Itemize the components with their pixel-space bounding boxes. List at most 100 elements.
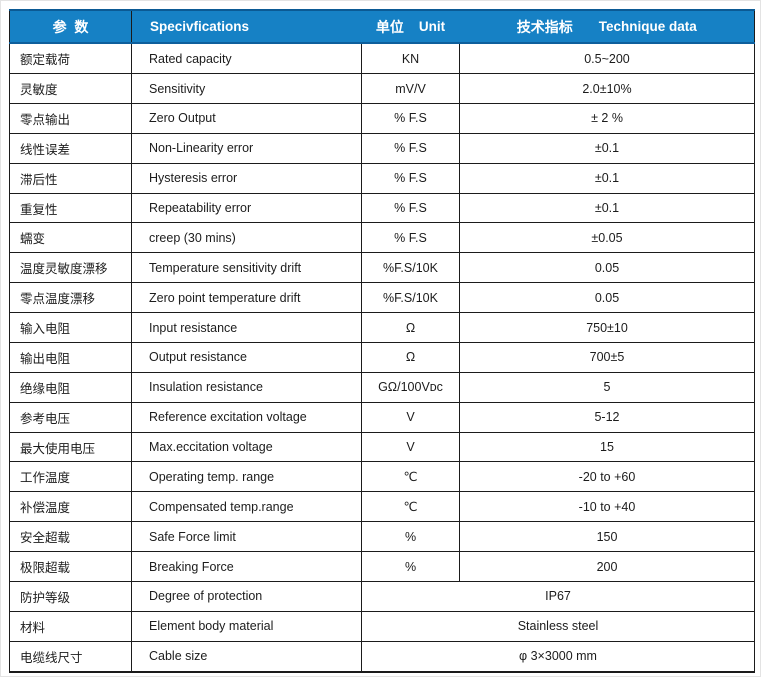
table-row: 线性误差 Non-Linearity error% F.S ±0.1 (9, 132, 755, 164)
header-row: 参 数 Specivfications 单位 Unit 技术指标 Techniq… (9, 9, 755, 44)
table-row: 额定载荷 Rated capacity KN 0.5~200 (9, 42, 755, 75)
spec-en-cell: Sensitivity (131, 73, 362, 104)
spec-en-cell: Zero point temperature drift (131, 282, 362, 314)
unit-cell: % (361, 551, 460, 582)
value-cell: 0.05 (459, 252, 755, 284)
table-row: 电缆线尺寸 Cable size φ 3×3000 mm (9, 640, 755, 673)
spec-en-cell: Insulation resistance (131, 371, 362, 403)
value-cell: 700±5 (459, 341, 755, 373)
value-cell: 2.0±10% (459, 73, 755, 104)
table-row: 输出电阻 Output resistance Ω 700±5 (9, 341, 755, 373)
unit-cell: Ω (361, 341, 460, 373)
header-unit: 单位 Unit (361, 9, 460, 44)
value-cell: 200 (459, 551, 755, 582)
value-cell: ±0.1 (459, 162, 755, 194)
spec-en-cell: Output resistance (131, 341, 362, 373)
param-cn-cell: 安全超载 (9, 521, 132, 553)
value-cell: 0.5~200 (459, 42, 755, 75)
header-specifications-label: Specivfications (150, 19, 250, 34)
table-row: 绝缘电阻 Insulation resistance GΩ/100Vᴅᴄ 5 (9, 371, 755, 403)
table-row: 工作温度 Operating temp. range ℃ -20 to +60 (9, 461, 755, 493)
value-cell: 15 (459, 431, 755, 463)
header-tech-cn: 技术指标 (516, 18, 573, 35)
value-cell: 0.05 (459, 282, 755, 314)
param-cn-cell: 零点输出 (9, 102, 132, 134)
header-technique-data: 技术指标 Technique data (459, 9, 755, 44)
unit-cell: mV/V (361, 73, 460, 104)
spec-en-cell: creep (30 mins) (131, 222, 362, 254)
table-row: 重复性 Repeatability error% F.S ±0.1 (9, 192, 755, 224)
param-cn-cell: 灵敏度 (9, 73, 132, 104)
spec-en-cell: Non-Linearity error (131, 132, 362, 164)
header-specifications: Specivfications (131, 9, 362, 44)
table-row: 零点输出 Zero Output% F.S ± 2 % (9, 102, 755, 134)
param-cn-cell: 滞后性 (9, 162, 132, 194)
table-body: 额定载荷 Rated capacity KN 0.5~200 灵敏度 Sensitivit… (9, 42, 755, 673)
table-row: 最大使用电压 Max.eccitation voltage V 15 (9, 431, 755, 463)
unit-cell: % F.S (361, 192, 460, 224)
spec-en-cell: Element body material (131, 610, 362, 642)
unit-cell: KN (361, 42, 460, 75)
value-cell: ±0.1 (459, 192, 755, 224)
spec-en-cell: Max.eccitation voltage (131, 431, 362, 463)
unit-cell: % F.S (361, 222, 460, 254)
value-cell: 5-12 (459, 401, 755, 433)
spec-en-cell: Hysteresis error (131, 162, 362, 194)
spec-en-cell: Repeatability error (131, 192, 362, 224)
header-unit-en: Unit (418, 19, 446, 34)
spec-en-cell: Rated capacity (131, 42, 362, 75)
param-cn-cell: 输入电阻 (9, 312, 132, 343)
spec-en-cell: Cable size (131, 640, 362, 673)
table-row: 温度灵敏度漂移 Temperature sensitivity drift %F.S… (9, 252, 755, 284)
table-row: 滞后性 Hysteresis error% F.S ±0.1 (9, 162, 755, 194)
header-param: 参 数 (9, 9, 132, 44)
unit-cell: V (361, 401, 460, 433)
unit-cell: % F.S (361, 132, 460, 164)
spec-table: 参 数 Specivfications 单位 Unit 技术指标 Techniq… (9, 9, 755, 673)
param-cn-cell: 材料 (9, 610, 132, 642)
param-cn-cell: 补偿温度 (9, 491, 132, 523)
table-row: 补偿温度 Compensated temp.range ℃ -10 to +40 (9, 491, 755, 523)
param-cn-cell: 线性误差 (9, 132, 132, 164)
unit-cell: %F.S/10K (361, 282, 460, 314)
table-row: 零点温度漂移 Zero point temperature drift %F.S/1… (9, 282, 755, 314)
param-cn-cell: 防护等级 (9, 580, 132, 612)
param-cn-cell: 零点温度漂移 (9, 282, 132, 314)
unit-cell: ℃ (361, 461, 460, 493)
spec-en-cell: Safe Force limit (131, 521, 362, 553)
spec-en-cell: Reference excitation voltage (131, 401, 362, 433)
param-cn-cell: 温度灵敏度漂移 (9, 252, 132, 284)
spec-en-cell: Breaking Force (131, 551, 362, 582)
unit-cell: V (361, 431, 460, 463)
table-header: 参 数 Specivfications 单位 Unit 技术指标 Techniq… (9, 9, 755, 44)
param-cn-cell: 参考电压 (9, 401, 132, 433)
table-row: 极限超载 Breaking Force% 200 (9, 551, 755, 582)
value-cell: ± 2 % (459, 102, 755, 134)
param-cn-cell: 重复性 (9, 192, 132, 224)
spec-en-cell: Input resistance (131, 312, 362, 343)
value-cell-merged: Stainless steel (361, 610, 755, 642)
table-row: 防护等级 Degree of protection IP67 (9, 580, 755, 612)
table-row: 参考电压 Reference excitation voltage V 5-12 (9, 401, 755, 433)
value-cell-merged: φ 3×3000 mm (361, 640, 755, 673)
spec-en-cell: Operating temp. range (131, 461, 362, 493)
unit-cell: % F.S (361, 102, 460, 134)
unit-cell: %F.S/10K (361, 252, 460, 284)
spec-en-cell: Temperature sensitivity drift (131, 252, 362, 284)
param-cn-cell: 最大使用电压 (9, 431, 132, 463)
header-param-label: 参 数 (52, 18, 89, 35)
value-cell-merged: IP67 (361, 580, 755, 612)
value-cell: -20 to +60 (459, 461, 755, 493)
spec-en-cell: Degree of protection (131, 580, 362, 612)
value-cell: 5 (459, 371, 755, 403)
unit-cell: % (361, 521, 460, 553)
param-cn-cell: 额定载荷 (9, 42, 132, 75)
table-row: 蠕变 creep (30 mins)% F.S ±0.05 (9, 222, 755, 254)
param-cn-cell: 蠕变 (9, 222, 132, 254)
table-row: 安全超载 Safe Force limit% 150 (9, 521, 755, 553)
unit-cell: Ω (361, 312, 460, 343)
value-cell: -10 to +40 (459, 491, 755, 523)
table-row: 材料 Element body material Stainless steel (9, 610, 755, 642)
unit-cell: GΩ/100Vᴅᴄ (361, 371, 460, 403)
